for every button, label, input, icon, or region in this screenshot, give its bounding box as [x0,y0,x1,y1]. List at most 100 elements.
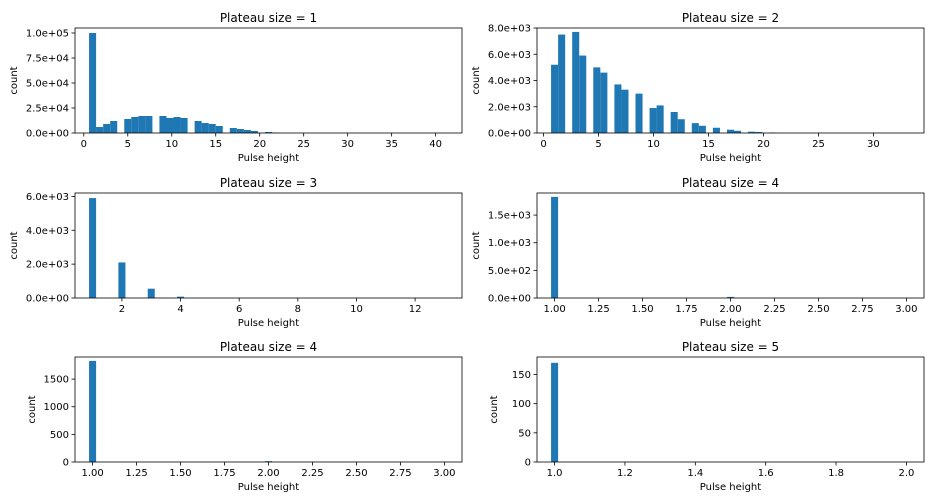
x-tick-label: 1.50 [631,304,653,315]
histogram-bar [649,108,657,133]
y-tick-label: 150 [512,370,531,381]
histogram-bar [621,89,629,133]
y-tick-label: 6.0e+03 [26,192,69,203]
histogram-bar [166,118,174,133]
histogram-bar [89,198,97,298]
histogram-bar [118,262,126,298]
x-tick-label: 2.50 [807,304,829,315]
x-tick-label: 2.00 [719,304,741,315]
x-tick-label: 2 [119,304,125,315]
histogram-bar [173,117,181,133]
x-tick-label: 35 [385,139,398,150]
subplot-title: Plateau size = 4 [220,340,317,354]
y-tick-label: 0.0e+00 [488,294,531,305]
histogram-bar [677,119,685,133]
axes-frame [536,356,925,463]
y-axis-label: count [489,395,500,423]
x-tick-label: 10 [165,139,178,150]
x-tick-label: 2.0 [898,468,914,479]
y-tick-label: 1.5e+03 [488,211,531,222]
histogram-bar [110,121,118,133]
x-tick-label: 25 [812,139,825,150]
histogram-bar [243,130,251,133]
histogram-bar [551,196,559,298]
x-tick-label: 10 [647,139,660,150]
y-axis-label: count [9,231,20,259]
y-tick-label: 4.0e+03 [488,76,531,87]
histogram-bar [748,131,756,133]
subplot-5: 1.00 1.25 1.50 1.75 2.00 2.25 2.50 2.75 3.00 0 500… [27,340,463,493]
y-tick-label: 100 [512,399,531,410]
x-tick-label: 2.75 [851,304,873,315]
y-tick-label: 1000 [44,402,69,413]
histogram-bar [177,296,185,298]
subplot-title: Plateau size = 1 [220,11,317,25]
subplot-title: Plateau size = 3 [220,176,317,190]
x-tick-label: 1.75 [675,304,697,315]
histogram-bar [726,129,735,133]
y-tick-label: 4.0e+03 [26,226,69,237]
histogram-bar [755,131,763,133]
subplot-1: 0 5 10 15 20 25 30 35 40 0.0e+00 2.5e+04 5.0e+04 7.5… [9,11,463,164]
y-tick-label: 7.5e+04 [26,54,69,65]
subplot-title: Plateau size = 2 [682,11,779,25]
histogram-bar [96,127,104,133]
subplot-4: 1.00 1.25 1.50 1.75 2.00 2.25 2.50 2.75 3.00 0.0e… [471,176,925,329]
histogram-bar [600,72,608,134]
histogram-bar [145,116,153,133]
x-tick-label: 25 [297,139,310,150]
y-axis-label: count [471,66,482,94]
histogram-bar [635,93,643,134]
histogram-bar [264,461,273,462]
histogram-bar [734,130,742,133]
x-tick-label: 0 [540,139,546,150]
histogram-bar [131,117,139,133]
y-tick-label: 2.0e+03 [488,102,531,113]
y-axis-label: count [9,66,20,94]
histogram-bar [103,124,111,133]
histogram-bar [236,129,244,133]
axes-frame [74,27,463,134]
y-tick-label: 8.0e+03 [488,24,531,35]
x-tick-label: 20 [757,139,770,150]
x-tick-label: 1.4 [687,468,703,479]
x-tick-label: 1.75 [213,468,235,479]
x-axis-label: Pulse height [700,153,761,164]
histogram-bar [579,55,587,134]
histogram-bar [614,84,622,133]
y-tick-label: 1.0e+05 [26,29,69,40]
histogram-bar [89,360,97,462]
x-tick-label: 2.75 [389,468,411,479]
x-tick-label: 6 [236,304,242,315]
histogram-bar [250,131,258,133]
x-tick-label: 1.8 [828,468,844,479]
x-tick-label: 2.00 [257,468,279,479]
x-tick-label: 5 [595,139,601,150]
y-tick-label: 5.0e+04 [26,79,69,90]
x-tick-label: 30 [341,139,354,150]
x-tick-label: 2.25 [301,468,323,479]
y-tick-label: 2.0e+03 [26,260,69,271]
x-tick-label: 4 [177,304,183,315]
histogram-bar [138,116,146,133]
x-tick-label: 20 [253,139,266,150]
y-tick-label: 50 [518,428,531,439]
histogram-bar [89,33,97,133]
y-axis-label: count [471,231,482,259]
x-tick-label: 2.50 [345,468,367,479]
y-tick-label: 0.0e+00 [26,129,69,140]
histogram-bar [208,124,216,133]
histogram-bar [670,112,678,133]
x-tick-label: 10 [350,304,363,315]
histogram-bar [558,34,566,134]
subplot-title: Plateau size = 5 [682,340,779,354]
x-axis-label: Pulse height [700,318,761,329]
histogram-bar [124,119,132,133]
y-tick-label: 0 [63,458,69,469]
histogram-bar [551,362,559,462]
histogram-bar [159,116,167,133]
y-tick-label: 5.0e+02 [488,266,531,277]
x-tick-label: 1.6 [758,468,774,479]
